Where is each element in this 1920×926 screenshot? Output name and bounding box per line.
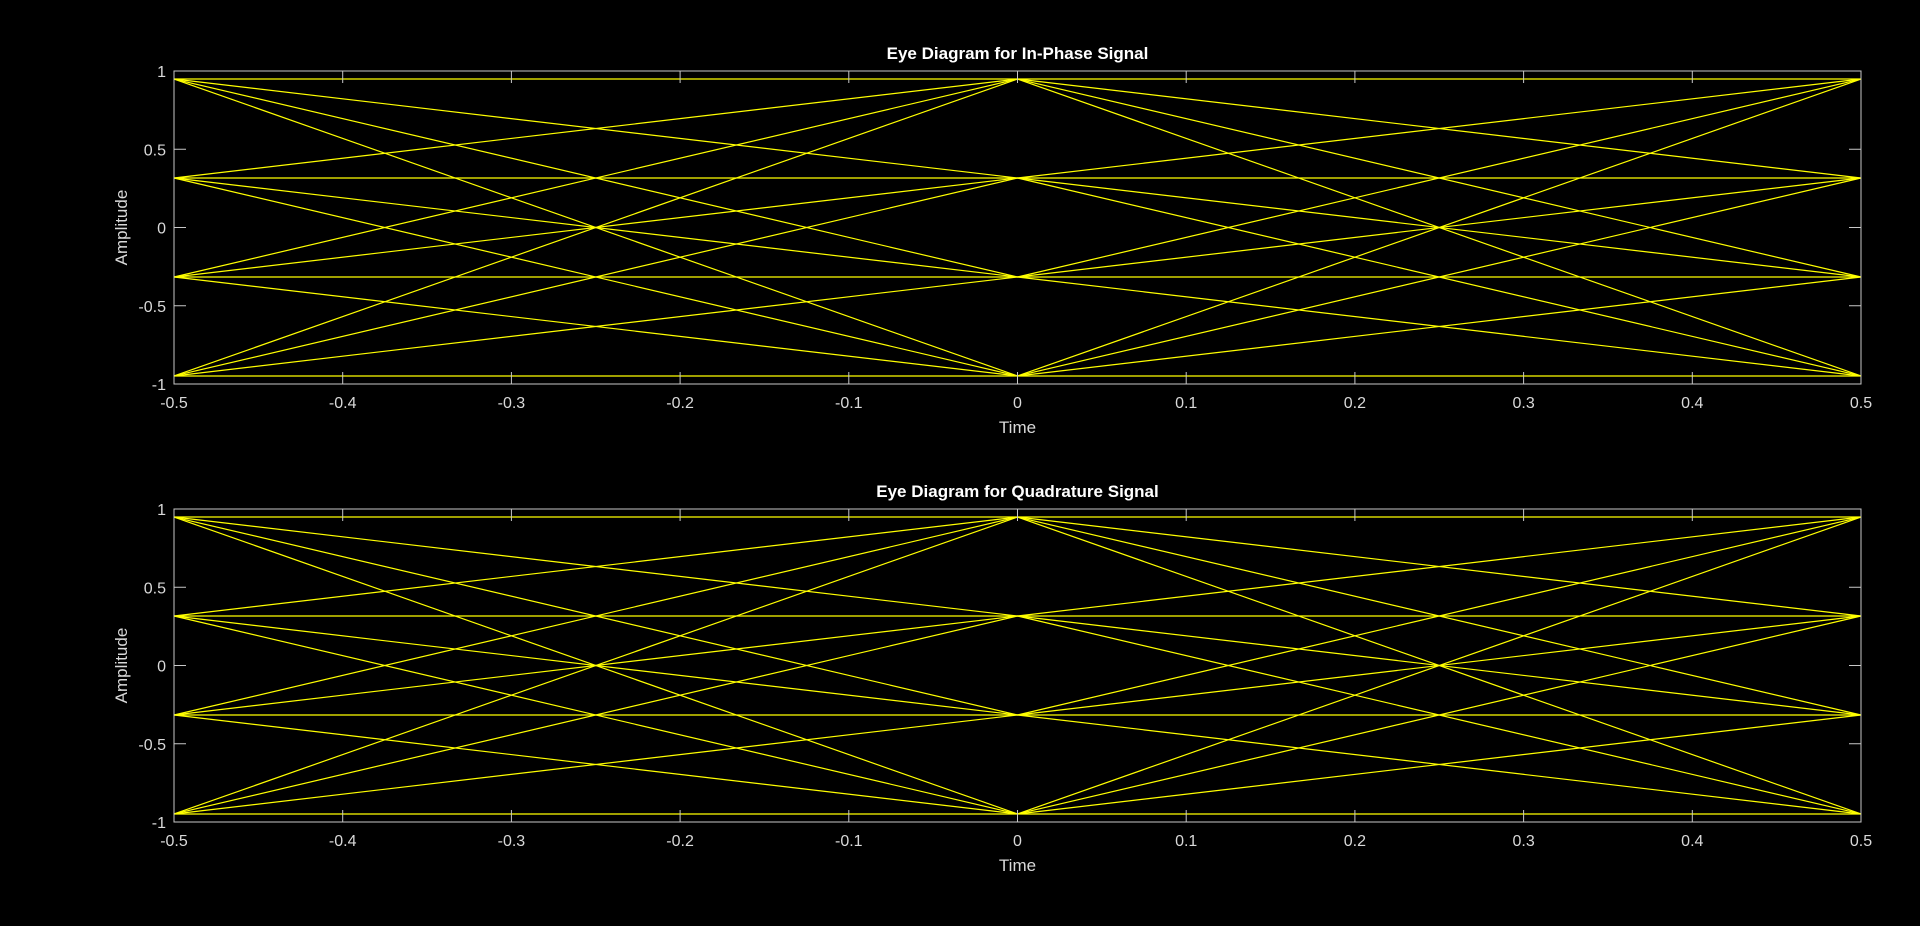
x-tick-label: -0.1: [835, 395, 863, 412]
x-tick-label: 0: [1013, 395, 1022, 412]
chart-title: Eye Diagram for In-Phase Signal: [887, 44, 1149, 63]
eye-trace-1-1-0: [1017, 714, 1862, 815]
eye-trace-1-3-2: [1017, 78, 1862, 179]
y-tick-label: 1: [157, 502, 166, 519]
x-tick-label: 0.1: [1175, 395, 1197, 412]
x-tick-label: -0.2: [666, 833, 694, 850]
x-tick-label: 0.3: [1512, 833, 1534, 850]
y-tick-label: -0.5: [138, 299, 166, 316]
x-tick-label: 0.5: [1850, 833, 1872, 850]
x-tick-label: -0.1: [835, 833, 863, 850]
eye-trace-1-3-2: [1017, 516, 1862, 617]
x-tick-label: 0.2: [1344, 395, 1366, 412]
x-tick-label: -0.5: [160, 395, 188, 412]
y-tick-label: -1: [152, 377, 166, 394]
x-tick-label: -0.5: [160, 833, 188, 850]
y-tick-label: 0: [157, 659, 166, 676]
x-tick-label: 0.5: [1850, 395, 1872, 412]
eye-trace-0-2-0: [173, 615, 1018, 815]
axes-box: [173, 508, 1862, 823]
x-tick-label: -0.4: [329, 395, 357, 412]
eye-trace-0-3-0: [173, 78, 1018, 377]
y-tick-label: 0.5: [144, 142, 166, 159]
x-axis-label: Time: [999, 418, 1036, 437]
y-tick-label: 0.5: [144, 580, 166, 597]
eye-trace-0-2-0: [173, 177, 1018, 377]
x-tick-label: 0.1: [1175, 833, 1197, 850]
y-tick-label: 0: [157, 221, 166, 238]
eye-trace-1-2-0: [1017, 615, 1862, 815]
eye-trace-1-3-0: [1017, 516, 1862, 815]
y-tick-label: -1: [152, 815, 166, 832]
eye-trace-0-3-0: [173, 516, 1018, 815]
y-tick-label: 1: [157, 64, 166, 81]
plot-in-phase: -0.5 -0.4 -0.3 -0.2 -0.1 0 0.1 0.2 0.3 0.4 0.5-1-0…: [112, 44, 1872, 437]
plot-quadrature: -0.5 -0.4 -0.3 -0.2 -0.1 0 0.1 0.2 0.3 0.4 0.5-1-0…: [112, 482, 1872, 875]
eye-trace-1-3-0: [1017, 78, 1862, 377]
eye-trace-0-1-0: [173, 714, 1018, 815]
axes-box: [173, 70, 1862, 385]
chart-title: Eye Diagram for Quadrature Signal: [876, 482, 1158, 501]
eye-trace-0-3-2: [173, 516, 1018, 617]
eye-trace-0-3-2: [173, 78, 1018, 179]
eye-trace-1-2-0: [1017, 177, 1862, 377]
eye-trace-1-3-1: [1017, 78, 1862, 278]
eye-trace-0-3-1: [173, 516, 1018, 716]
eye-trace-0-1-0: [173, 276, 1018, 377]
x-tick-label: -0.2: [666, 395, 694, 412]
x-tick-label: 0.4: [1681, 833, 1703, 850]
x-tick-label: 0.2: [1344, 833, 1366, 850]
y-axis-label: Amplitude: [112, 190, 131, 266]
x-tick-label: -0.3: [498, 395, 526, 412]
x-tick-label: -0.3: [498, 833, 526, 850]
y-axis-label: Amplitude: [112, 628, 131, 704]
eye-trace-0-3-1: [173, 78, 1018, 278]
x-axis-label: Time: [999, 856, 1036, 875]
x-tick-label: -0.4: [329, 833, 357, 850]
eye-trace-1-3-1: [1017, 516, 1862, 716]
x-tick-label: 0.3: [1512, 395, 1534, 412]
y-tick-label: -0.5: [138, 737, 166, 754]
x-tick-label: 0: [1013, 833, 1022, 850]
x-tick-label: 0.4: [1681, 395, 1703, 412]
eye-trace-1-1-0: [1017, 276, 1862, 377]
